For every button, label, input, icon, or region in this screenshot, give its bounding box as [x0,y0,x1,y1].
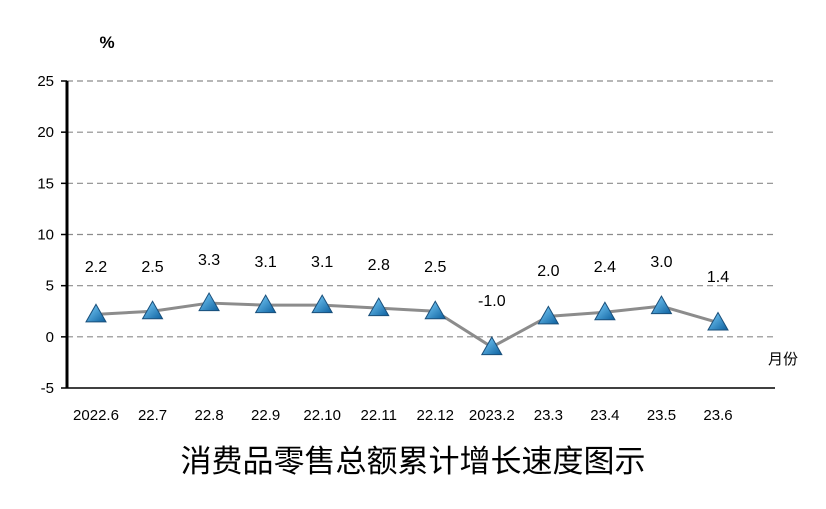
x-tick-label: 2022.6 [73,407,119,424]
data-point-marker [85,303,107,323]
data-point-marker [594,301,616,321]
x-tick-label: 2023.2 [469,407,515,424]
data-label: 2.0 [537,263,559,280]
x-axis-label: 月份 [768,350,798,368]
data-point-marker [480,336,503,356]
data-label: 2.2 [85,259,107,276]
y-tick-label: 10 [37,227,54,244]
data-point-marker [707,311,729,331]
data-label: 3.0 [650,254,672,271]
data-point-marker [537,305,560,325]
y-tick-label: 20 [37,124,54,141]
x-tick-label: 22.8 [194,407,223,424]
data-label: 3.3 [198,252,220,269]
data-label: 3.1 [255,254,277,271]
data-point-marker [650,295,673,315]
data-point-marker [141,300,164,320]
x-tick-label: 23.4 [590,407,619,424]
x-tick-label: 22.12 [416,407,454,424]
y-tick-labels: -5 0 5 10 15 20 25 [37,73,67,397]
y-tick-label: 25 [37,73,54,90]
gridlines [67,80,775,338]
data-label: 2.8 [368,257,390,274]
chart-title: 消费品零售总额累计增长速度图示 [181,444,646,480]
y-tick-label: 0 [46,329,54,346]
x-tick-label: 23.5 [647,407,676,424]
x-tick-label: 23.6 [703,407,732,424]
data-label: 2.5 [424,259,446,276]
series [85,292,729,356]
y-tick-label: -5 [41,380,54,397]
x-tick-label: 22.7 [138,407,167,424]
data-label: 1.4 [707,269,729,286]
data-labels: 2.2 2.5 3.3 3.1 3.1 2.8 2.5 -1.0 2.0 2.4 3.0 1.4 [85,252,729,310]
x-tick-label: 22.11 [361,407,397,424]
series-line [95,301,719,349]
x-tick-label: 22.10 [303,407,341,424]
y-tick-label: 5 [46,278,54,295]
data-label: 2.4 [594,259,616,276]
data-label: -1.0 [478,293,506,310]
data-point-marker [424,300,447,320]
data-point-marker [367,297,390,317]
y-tick-label: 15 [37,175,54,192]
data-point-marker [198,292,220,312]
data-label: 3.1 [311,254,333,271]
data-point-marker [254,294,277,314]
y-axis-label: % [99,33,114,52]
data-label: 2.5 [141,259,163,276]
x-tick-label: 22.9 [251,407,280,424]
x-tick-label: 23.3 [534,407,563,424]
x-tick-labels: 2022.6 22.7 22.8 22.9 22.10 22.11 22.12 2023.2 2… [73,407,733,424]
data-point-marker [311,294,334,314]
